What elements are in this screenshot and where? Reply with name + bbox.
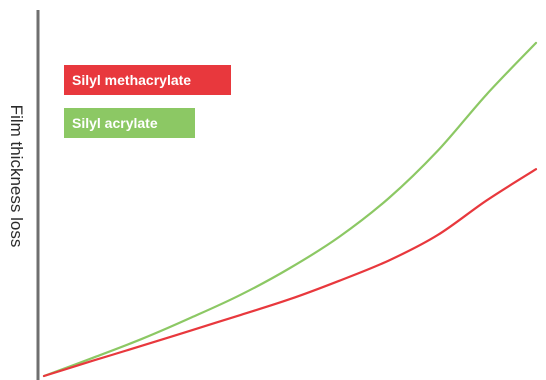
legend-silyl-acrylate: Silyl acrylate xyxy=(64,108,195,138)
y-axis-label: Film thickness loss xyxy=(7,104,26,248)
series-line-silyl-acrylate xyxy=(42,41,538,378)
series-layer xyxy=(42,41,538,378)
series-line-silyl-methacrylate xyxy=(42,168,538,378)
legend-silyl-methacrylate: Silyl methacrylate xyxy=(64,65,231,95)
